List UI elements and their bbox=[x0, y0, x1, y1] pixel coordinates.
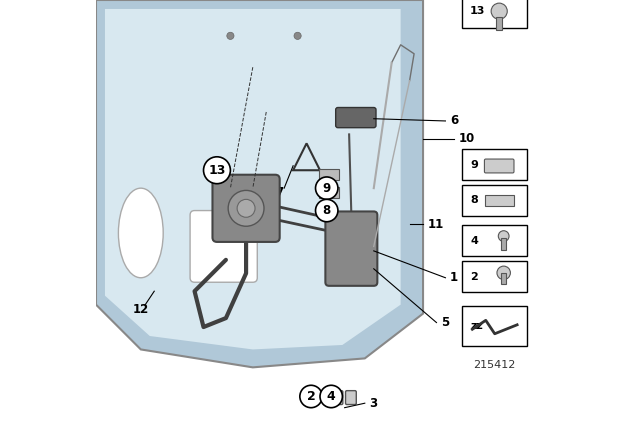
Text: 9: 9 bbox=[470, 159, 478, 170]
FancyBboxPatch shape bbox=[212, 175, 280, 242]
Circle shape bbox=[237, 199, 255, 217]
Circle shape bbox=[316, 177, 338, 199]
Text: 10: 10 bbox=[459, 132, 475, 146]
Circle shape bbox=[497, 266, 511, 280]
Circle shape bbox=[228, 190, 264, 226]
FancyBboxPatch shape bbox=[463, 149, 527, 180]
FancyBboxPatch shape bbox=[463, 185, 527, 216]
Text: 3: 3 bbox=[369, 396, 378, 410]
Text: 215412: 215412 bbox=[474, 360, 516, 370]
Circle shape bbox=[316, 199, 338, 222]
FancyBboxPatch shape bbox=[319, 187, 339, 198]
Text: 4: 4 bbox=[470, 236, 478, 246]
FancyBboxPatch shape bbox=[501, 238, 506, 250]
FancyBboxPatch shape bbox=[484, 159, 514, 173]
FancyBboxPatch shape bbox=[463, 225, 527, 256]
FancyBboxPatch shape bbox=[463, 261, 527, 292]
Circle shape bbox=[320, 385, 342, 408]
Circle shape bbox=[294, 32, 301, 39]
FancyBboxPatch shape bbox=[319, 169, 339, 180]
Text: 2: 2 bbox=[307, 390, 316, 403]
Text: 4: 4 bbox=[327, 390, 335, 403]
Text: 12: 12 bbox=[132, 302, 149, 316]
Circle shape bbox=[204, 157, 230, 184]
Text: 5: 5 bbox=[441, 316, 449, 329]
FancyBboxPatch shape bbox=[502, 273, 506, 284]
Text: 2: 2 bbox=[470, 271, 478, 282]
FancyBboxPatch shape bbox=[496, 17, 502, 30]
FancyBboxPatch shape bbox=[190, 211, 257, 282]
PathPatch shape bbox=[105, 9, 401, 349]
Text: 8: 8 bbox=[470, 195, 478, 206]
FancyBboxPatch shape bbox=[346, 391, 356, 405]
Text: 7: 7 bbox=[276, 186, 284, 199]
Text: 8: 8 bbox=[323, 204, 331, 217]
Ellipse shape bbox=[118, 188, 163, 278]
FancyBboxPatch shape bbox=[463, 0, 527, 28]
Circle shape bbox=[227, 32, 234, 39]
Text: 1: 1 bbox=[450, 271, 458, 284]
Text: zz: zz bbox=[470, 321, 483, 331]
Text: 9: 9 bbox=[323, 181, 331, 195]
Text: 11: 11 bbox=[428, 217, 444, 231]
Text: 13: 13 bbox=[208, 164, 226, 177]
Text: 13: 13 bbox=[470, 6, 486, 16]
Circle shape bbox=[300, 385, 323, 408]
FancyBboxPatch shape bbox=[463, 306, 527, 346]
PathPatch shape bbox=[96, 0, 423, 367]
FancyBboxPatch shape bbox=[332, 391, 343, 405]
Circle shape bbox=[499, 231, 509, 241]
FancyBboxPatch shape bbox=[336, 108, 376, 128]
FancyBboxPatch shape bbox=[325, 211, 378, 286]
FancyBboxPatch shape bbox=[485, 195, 513, 206]
Circle shape bbox=[491, 3, 508, 19]
Text: 6: 6 bbox=[450, 114, 458, 128]
